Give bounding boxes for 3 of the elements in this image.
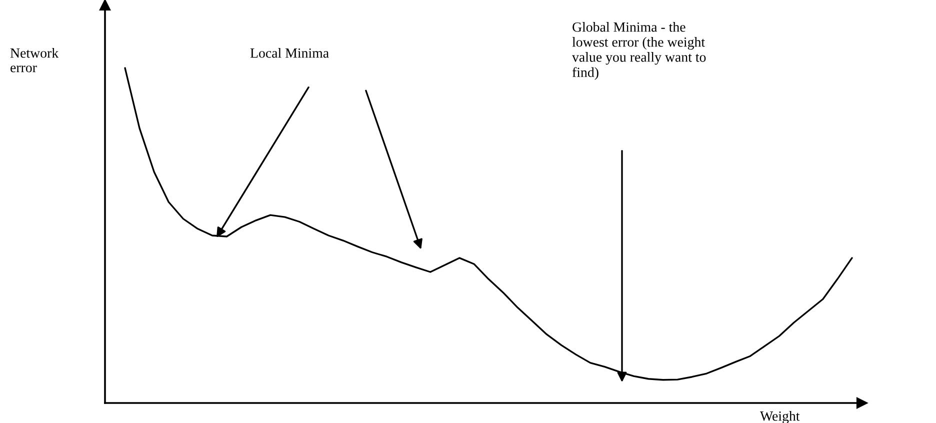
y-axis-title: Network error — [10, 48, 59, 72]
annotation: Global Minima - the lowest error (the weight value you really want to find) — [572, 22, 706, 80]
text: Local Minima — [250, 48, 329, 58]
